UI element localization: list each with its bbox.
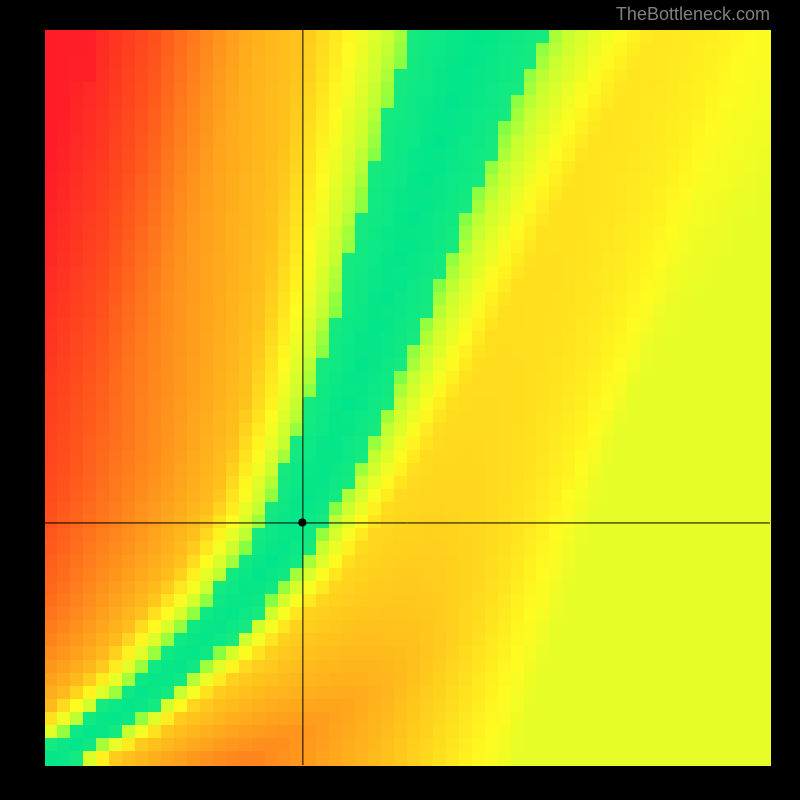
figure-root: TheBottleneck.com bbox=[0, 0, 800, 800]
bottleneck-heatmap-canvas bbox=[0, 0, 800, 800]
watermark-text: TheBottleneck.com bbox=[616, 4, 770, 25]
